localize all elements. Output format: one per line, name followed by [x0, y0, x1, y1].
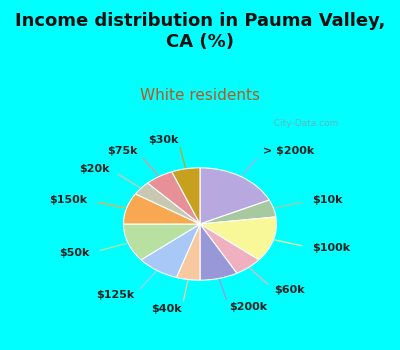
Text: $10k: $10k — [312, 195, 343, 205]
Wedge shape — [200, 217, 276, 260]
Wedge shape — [136, 183, 200, 224]
Text: $75k: $75k — [107, 146, 137, 156]
Wedge shape — [141, 224, 200, 278]
Wedge shape — [200, 168, 269, 224]
Text: $30k: $30k — [148, 135, 178, 145]
Wedge shape — [200, 224, 259, 273]
Text: > $200k: > $200k — [263, 146, 314, 156]
Text: $125k: $125k — [96, 290, 134, 300]
Text: $40k: $40k — [151, 304, 182, 314]
Wedge shape — [172, 168, 200, 224]
Text: White residents: White residents — [140, 88, 260, 103]
Wedge shape — [200, 200, 276, 224]
Text: $20k: $20k — [79, 164, 110, 174]
Text: Income distribution in Pauma Valley,
CA (%): Income distribution in Pauma Valley, CA … — [15, 12, 385, 51]
Wedge shape — [148, 172, 200, 224]
Text: $100k: $100k — [312, 243, 350, 253]
Wedge shape — [124, 194, 200, 224]
Text: $50k: $50k — [60, 248, 90, 258]
Wedge shape — [200, 224, 237, 280]
Wedge shape — [124, 224, 200, 260]
Wedge shape — [176, 224, 200, 280]
Text: City-Data.com: City-Data.com — [268, 119, 338, 128]
Text: $200k: $200k — [229, 302, 267, 312]
Text: $150k: $150k — [50, 195, 88, 205]
Text: $60k: $60k — [274, 285, 305, 295]
